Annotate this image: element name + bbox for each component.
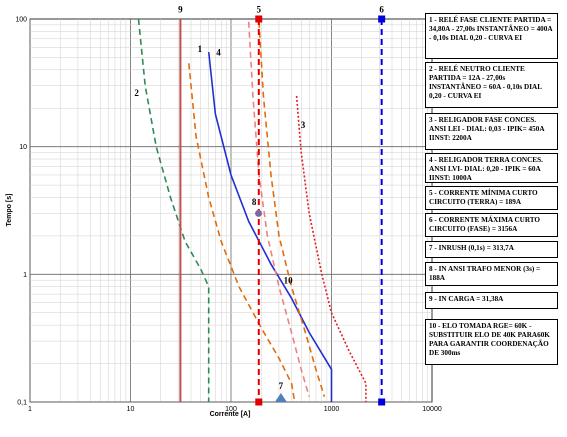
x-tick-label: 100	[225, 406, 237, 413]
legend-item-5: 5 - CORRENTE MÍNIMA CURTO CIRCUITO (TERR…	[425, 186, 558, 210]
curve-label-9: 9	[178, 5, 183, 15]
x-tick-labels: 1 10 100 1000 10000	[28, 406, 442, 413]
y-axis-label: Tempo [s]	[6, 194, 13, 227]
legend-item-10: 10 - ELO TOMADA RGE= 60K - SUBSTITUIR EL…	[425, 319, 558, 365]
curve-label-1: 1	[198, 44, 203, 54]
series-line-1	[188, 63, 296, 403]
curve-label-10: 10	[284, 275, 294, 285]
vline-top-marker-6	[378, 15, 386, 23]
curve-label-7: 7	[279, 381, 284, 391]
curve-label-3: 3	[301, 120, 306, 130]
series-line-10	[247, 21, 310, 397]
chart-series	[137, 18, 367, 403]
x-axis-label: Corrente [A]	[210, 411, 251, 418]
chart-grid	[29, 18, 433, 403]
curve-label-5: 5	[257, 5, 262, 15]
vline-bottom-marker-6	[378, 398, 386, 406]
curve-label-6: 6	[379, 5, 384, 15]
series-line-10	[258, 21, 326, 397]
x-tick-label: 10	[127, 406, 135, 413]
curve-label-4: 4	[216, 47, 221, 57]
series-line-4	[207, 52, 333, 402]
y-tick-label: 0,1	[17, 400, 27, 407]
marker-8	[255, 209, 263, 217]
vline-top-marker-5	[255, 15, 263, 23]
y-tick-label: 1	[23, 272, 27, 279]
x-tick-label: 1	[28, 406, 32, 413]
legend-item-2: 2 - RELÉ NEUTRO CLIENTE PARTIDA = 12A - …	[425, 62, 558, 108]
legend-item-9: 9 - IN CARGA = 31,38A	[425, 292, 558, 309]
series-line-2	[137, 18, 210, 402]
legend-item-7: 7 - INRUSH (0,1s) = 313,7A	[425, 241, 558, 258]
legend-item-4: 4 - RELIGADOR TERRA CONCES. ANSI LVI- DI…	[425, 153, 558, 183]
marker-7	[274, 393, 287, 402]
legend-item-3: 3 - RELIGADOR FASE CONCES. ANSI LEI - DI…	[425, 113, 558, 150]
curve-label-8: 8	[252, 197, 257, 207]
curve-number-labels: 1 2 3 4 10 9 5 6 7 8	[134, 5, 384, 391]
y-tick-label: 10	[19, 144, 27, 151]
x-tick-label: 1000	[324, 406, 340, 413]
series-line-3	[295, 95, 367, 402]
curve-label-2: 2	[134, 88, 139, 98]
y-tick-label: 100	[15, 17, 27, 24]
legend-item-6: 6 - CORRENTE MÁXIMA CURTO CIRCUITO (FASE…	[425, 213, 558, 237]
chart-markers	[255, 209, 287, 402]
y-tick-labels: 0,1 1 10 100	[15, 17, 27, 407]
legend-item-1: 1 - RELÉ FASE CLIENTE PARTIDA = 34,80A -…	[425, 13, 558, 59]
x-tick-label: 10000	[422, 406, 442, 413]
vline-bottom-marker-5	[255, 398, 263, 406]
legend-item-8: 8 - IN ANSI TRAFO MENOR (3s) = 188A	[425, 262, 558, 286]
